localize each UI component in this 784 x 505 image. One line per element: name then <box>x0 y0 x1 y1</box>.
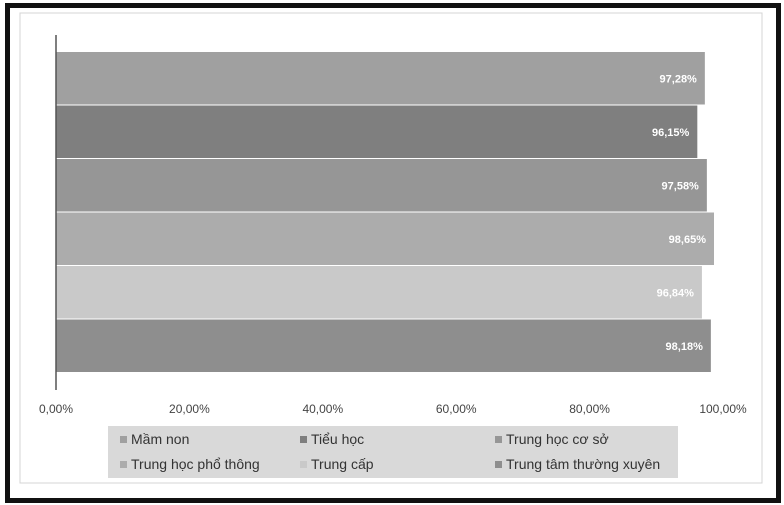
x-tick-label: 80,00% <box>569 402 610 416</box>
x-tick-label: 60,00% <box>436 402 477 416</box>
legend-swatch <box>495 460 502 468</box>
x-tick-label: 20,00% <box>169 402 210 416</box>
bar-5 <box>56 266 702 319</box>
legend: Mầm non Tiểu học Trung học cơ sở Trung học … <box>108 426 678 478</box>
legend-swatch <box>120 460 127 468</box>
bar-4 <box>56 212 714 265</box>
plot-area-border <box>19 12 763 484</box>
legend-item: Trung học phổ thông <box>120 453 260 475</box>
data-label-1: 97,28% <box>660 73 698 85</box>
legend-label: Trung học phổ thông <box>131 456 260 472</box>
bar-3 <box>56 159 707 212</box>
legend-item: Trung học cơ sở <box>495 428 609 450</box>
x-tick-label: 40,00% <box>302 402 343 416</box>
bar-2 <box>56 105 698 158</box>
x-tick-label: 100,00% <box>699 402 747 416</box>
legend-label: Trung học cơ sở <box>506 431 609 447</box>
data-label-4: 98,65% <box>669 234 707 246</box>
legend-item: Trung tâm thường xuyên <box>495 453 660 475</box>
legend-swatch <box>120 435 127 443</box>
legend-swatch <box>300 435 307 443</box>
data-label-3: 97,58% <box>662 180 700 192</box>
bar-1 <box>56 52 705 105</box>
bar-6 <box>56 319 711 372</box>
x-tick-label: 0,00% <box>39 402 73 416</box>
legend-swatch <box>495 435 502 443</box>
data-label-6: 98,18% <box>666 341 704 353</box>
legend-label: Mầm non <box>131 431 190 447</box>
legend-item: Tiểu học <box>300 428 364 450</box>
legend-item: Trung cấp <box>300 453 374 475</box>
legend-label: Tiểu học <box>311 431 365 447</box>
data-label-2: 96,15% <box>652 127 690 139</box>
data-label-5: 96,84% <box>657 287 695 299</box>
legend-swatch <box>300 460 307 468</box>
legend-label: Trung cấp <box>311 456 374 472</box>
legend-label: Trung tâm thường xuyên <box>506 456 661 472</box>
legend-item: Mầm non <box>120 428 189 450</box>
